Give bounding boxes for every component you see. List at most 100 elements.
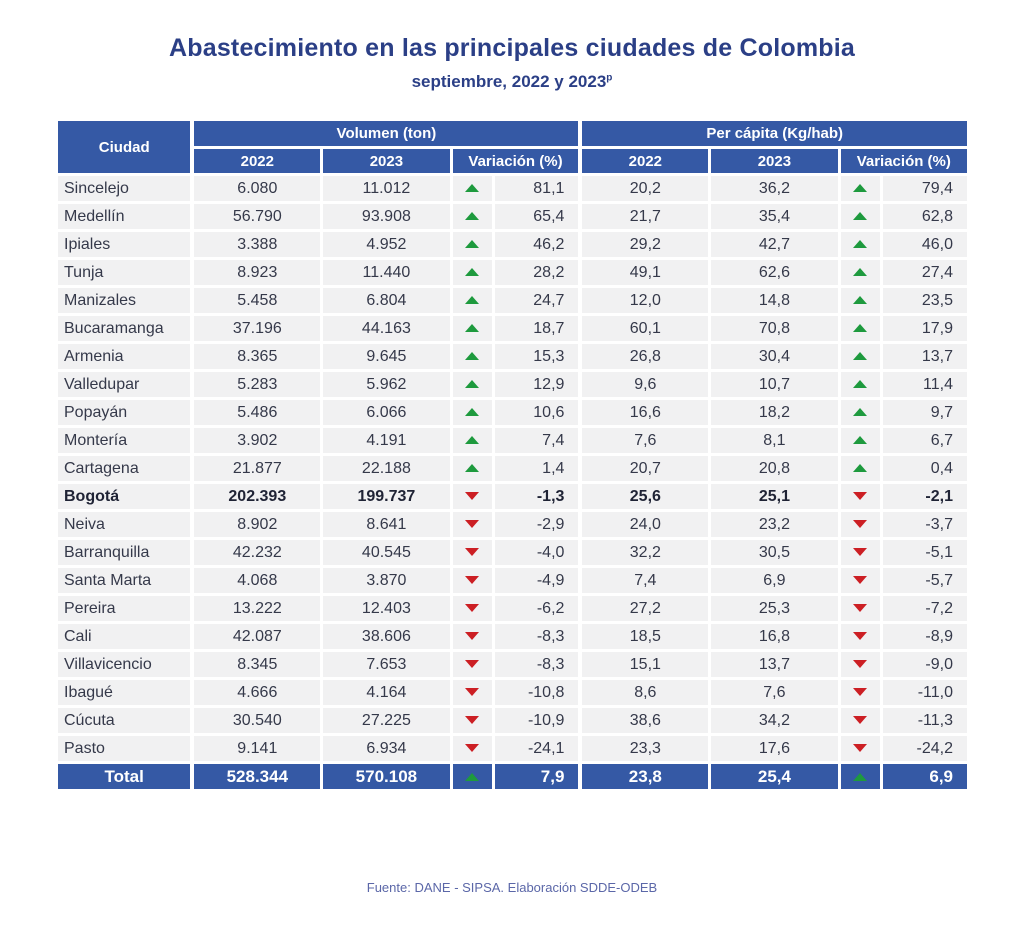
percapita-variacion-cell: -8,9 — [880, 621, 970, 652]
trend-cell — [449, 593, 496, 624]
trend-cell — [449, 705, 496, 736]
volumen-2022-cell: 30.540 — [190, 705, 324, 736]
volumen-2023-cell: 27.225 — [320, 705, 453, 736]
volumen-2022-cell: 202.393 — [190, 481, 324, 512]
percapita-variacion-cell: -5,1 — [880, 537, 970, 568]
table-row: Pereira 13.222 12.403 -6,2 27,2 25,3 -7,2 — [55, 593, 970, 624]
triangle-up-icon — [853, 184, 868, 193]
volumen-variacion-cell: -1,3 — [492, 481, 582, 512]
table-row: Cúcuta 30.540 27.225 -10,9 38,6 34,2 -11,3 — [55, 705, 970, 736]
volumen-2023-cell: 93.908 — [320, 201, 453, 232]
page-title: Abastecimiento en las principales ciudad… — [169, 34, 855, 62]
city-cell: Tunja — [55, 257, 194, 288]
trend-cell — [449, 425, 496, 456]
percapita-variacion-cell: -2,1 — [880, 481, 970, 512]
volumen-2022-cell: 5.458 — [190, 285, 324, 316]
total-row: Total 528.344 570.108 7,9 23,8 25,4 6,9 — [55, 761, 970, 792]
percapita-2022-cell: 9,6 — [578, 369, 712, 400]
volumen-2022-cell: 56.790 — [190, 201, 324, 232]
percapita-2022-cell: 20,7 — [578, 453, 712, 484]
trend-cell — [449, 481, 496, 512]
percapita-2023-cell: 36,2 — [708, 173, 841, 204]
volumen-variacion-cell: 15,3 — [492, 341, 582, 372]
percapita-2023-cell: 30,4 — [708, 341, 841, 372]
triangle-down-icon — [853, 660, 868, 669]
triangle-down-icon — [853, 632, 868, 641]
percapita-variacion-cell: 23,5 — [880, 285, 970, 316]
table-row: Manizales 5.458 6.804 24,7 12,0 14,8 23,5 — [55, 285, 970, 316]
volumen-2023-cell: 8.641 — [320, 509, 453, 540]
table-row: Popayán 5.486 6.066 10,6 16,6 18,2 9,7 — [55, 397, 970, 428]
percapita-2023-cell: 25,3 — [708, 593, 841, 624]
percapita-2022-cell: 23,8 — [578, 761, 712, 792]
header-volumen-2022: 2022 — [190, 146, 324, 176]
triangle-down-icon — [853, 716, 868, 725]
percapita-2022-cell: 16,6 — [578, 397, 712, 428]
percapita-2022-cell: 25,6 — [578, 481, 712, 512]
trend-cell — [449, 537, 496, 568]
triangle-up-icon — [853, 352, 868, 361]
triangle-down-icon — [465, 744, 480, 753]
percapita-2023-cell: 18,2 — [708, 397, 841, 428]
trend-cell — [449, 257, 496, 288]
volumen-2022-cell: 528.344 — [190, 761, 324, 792]
volumen-2022-cell: 42.087 — [190, 621, 324, 652]
volumen-2022-cell: 8.345 — [190, 649, 324, 680]
table-row: Villavicencio 8.345 7.653 -8,3 15,1 13,7 -9,0 — [55, 649, 970, 680]
percapita-variacion-cell: 46,0 — [880, 229, 970, 260]
trend-cell — [837, 509, 884, 540]
volumen-variacion-cell: -8,3 — [492, 649, 582, 680]
table-row: Bucaramanga 37.196 44.163 18,7 60,1 70,8 17,9 — [55, 313, 970, 344]
table-row: Barranquilla 42.232 40.545 -4,0 32,2 30,5 -5,1 — [55, 537, 970, 568]
trend-cell — [837, 481, 884, 512]
trend-cell — [837, 397, 884, 428]
trend-cell — [837, 201, 884, 232]
table-row: Santa Marta 4.068 3.870 -4,9 7,4 6,9 -5,7 — [55, 565, 970, 596]
percapita-2023-cell: 25,4 — [708, 761, 841, 792]
volumen-variacion-cell: -6,2 — [492, 593, 582, 624]
header-percapita-variacion: Variación (%) — [837, 146, 971, 176]
table-row: Armenia 8.365 9.645 15,3 26,8 30,4 13,7 — [55, 341, 970, 372]
volumen-2023-cell: 12.403 — [320, 593, 453, 624]
volumen-variacion-cell: -2,9 — [492, 509, 582, 540]
city-cell: Armenia — [55, 341, 194, 372]
triangle-up-icon — [465, 773, 480, 782]
table-body: Sincelejo 6.080 11.012 81,1 20,2 36,2 79,4 Mede… — [55, 173, 970, 792]
trend-cell — [449, 621, 496, 652]
triangle-up-icon — [465, 212, 480, 221]
triangle-down-icon — [465, 520, 480, 529]
volumen-variacion-cell: 28,2 — [492, 257, 582, 288]
trend-cell — [449, 733, 496, 764]
triangle-up-icon — [465, 380, 480, 389]
triangle-down-icon — [853, 520, 868, 529]
percapita-2023-cell: 35,4 — [708, 201, 841, 232]
volumen-variacion-cell: 7,9 — [492, 761, 582, 792]
city-cell: Total — [55, 761, 194, 792]
percapita-variacion-cell: 0,4 — [880, 453, 970, 484]
percapita-2023-cell: 62,6 — [708, 257, 841, 288]
city-cell: Cúcuta — [55, 705, 194, 736]
triangle-up-icon — [853, 408, 868, 417]
trend-cell — [837, 705, 884, 736]
percapita-variacion-cell: 62,8 — [880, 201, 970, 232]
triangle-up-icon — [853, 464, 868, 473]
volumen-2022-cell: 21.877 — [190, 453, 324, 484]
volumen-2022-cell: 9.141 — [190, 733, 324, 764]
triangle-down-icon — [465, 632, 480, 641]
percapita-variacion-cell: 79,4 — [880, 173, 970, 204]
percapita-2022-cell: 21,7 — [578, 201, 712, 232]
percapita-2023-cell: 10,7 — [708, 369, 841, 400]
volumen-2022-cell: 8.365 — [190, 341, 324, 372]
volumen-2023-cell: 570.108 — [320, 761, 453, 792]
triangle-up-icon — [465, 184, 480, 193]
trend-cell — [837, 537, 884, 568]
triangle-down-icon — [853, 492, 868, 501]
city-cell: Santa Marta — [55, 565, 194, 596]
volumen-variacion-cell: 65,4 — [492, 201, 582, 232]
percapita-2022-cell: 15,1 — [578, 649, 712, 680]
percapita-2022-cell: 38,6 — [578, 705, 712, 736]
volumen-2022-cell: 4.666 — [190, 677, 324, 708]
triangle-up-icon — [853, 324, 868, 333]
percapita-2023-cell: 8,1 — [708, 425, 841, 456]
volumen-variacion-cell: -4,9 — [492, 565, 582, 596]
